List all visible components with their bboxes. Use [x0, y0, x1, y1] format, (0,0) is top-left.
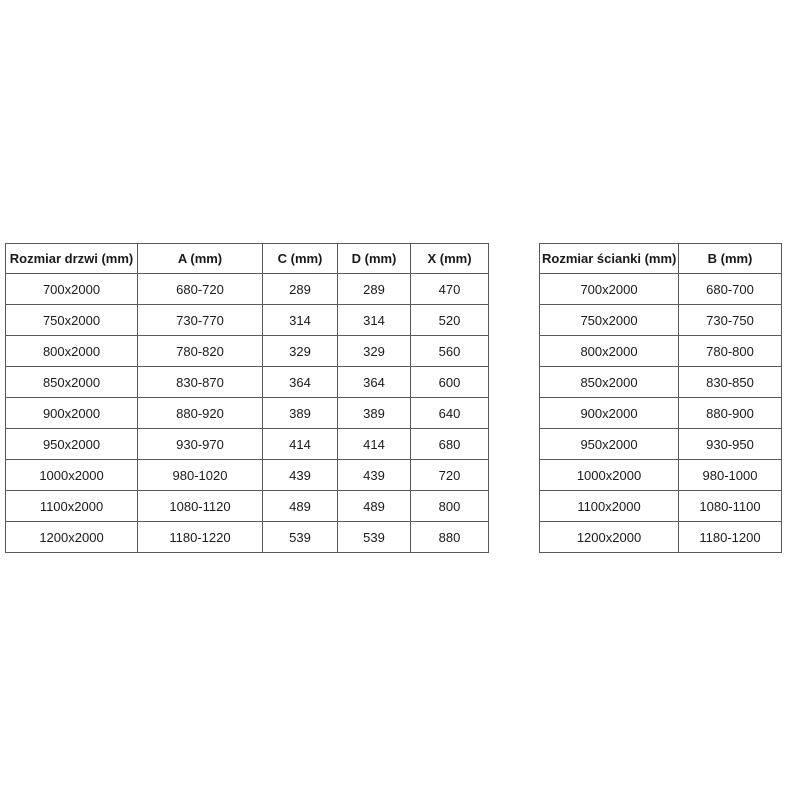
- table-cell: 414: [337, 428, 411, 460]
- table-cell: 414: [262, 428, 338, 460]
- table-cell: 439: [337, 459, 411, 491]
- table-cell: 489: [337, 490, 411, 522]
- table-cell: 700x2000: [539, 273, 679, 305]
- table-cell: 314: [337, 304, 411, 336]
- table-row: 750x2000 730-750: [539, 304, 782, 336]
- table-cell: 680: [410, 428, 489, 460]
- table-row: 800x2000 780-820 329 329 560: [5, 335, 489, 367]
- table-row: 950x2000 930-950: [539, 428, 782, 460]
- table-row: 750x2000 730-770 314 314 520: [5, 304, 489, 336]
- column-header: Rozmiar ścianki (mm): [539, 243, 679, 274]
- door-size-table-body: 700x2000 680-720 289 289 470 750x2000 730-770 3…: [5, 273, 489, 553]
- table-cell: 680-720: [137, 273, 263, 305]
- table-cell: 1100x2000: [5, 490, 138, 522]
- table-cell: 930-950: [678, 428, 782, 460]
- table-cell: 329: [337, 335, 411, 367]
- table-row: 700x2000 680-720 289 289 470: [5, 273, 489, 305]
- table-cell: 1180-1200: [678, 521, 782, 553]
- table-cell: 539: [262, 521, 338, 553]
- table-cell: 389: [337, 397, 411, 429]
- table-cell: 289: [262, 273, 338, 305]
- table-cell: 730-750: [678, 304, 782, 336]
- table-cell: 680-700: [678, 273, 782, 305]
- table-cell: 750x2000: [5, 304, 138, 336]
- table-row: 850x2000 830-850: [539, 366, 782, 398]
- table-row: 800x2000 780-800: [539, 335, 782, 367]
- header-row: Rozmiar ścianki (mm) B (mm): [539, 243, 782, 274]
- table-cell: 539: [337, 521, 411, 553]
- door-size-table-header: Rozmiar drzwi (mm) A (mm) C (mm) D (mm) X (m…: [5, 243, 489, 274]
- table-row: 1100x2000 1080-1100: [539, 490, 782, 522]
- table-cell: 470: [410, 273, 489, 305]
- table-row: 1000x2000 980-1000: [539, 459, 782, 491]
- table-cell: 950x2000: [539, 428, 679, 460]
- table-cell: 830-870: [137, 366, 263, 398]
- column-header: X (mm): [410, 243, 489, 274]
- table-cell: 1080-1100: [678, 490, 782, 522]
- table-row: 1000x2000 980-1020 439 439 720: [5, 459, 489, 491]
- table-cell: 1200x2000: [5, 521, 138, 553]
- table-cell: 1000x2000: [539, 459, 679, 491]
- table-row: 1200x2000 1180-1220 539 539 880: [5, 521, 489, 553]
- table-row: 900x2000 880-900: [539, 397, 782, 429]
- table-cell: 800: [410, 490, 489, 522]
- table-cell: 720: [410, 459, 489, 491]
- column-header: C (mm): [262, 243, 338, 274]
- wall-size-table-header: Rozmiar ścianki (mm) B (mm): [539, 243, 782, 274]
- table-row: 1100x2000 1080-1120 489 489 800: [5, 490, 489, 522]
- table-cell: 1200x2000: [539, 521, 679, 553]
- table-cell: 1000x2000: [5, 459, 138, 491]
- table-row: 900x2000 880-920 389 389 640: [5, 397, 489, 429]
- table-cell: 850x2000: [539, 366, 679, 398]
- table-cell: 520: [410, 304, 489, 336]
- table-cell: 700x2000: [5, 273, 138, 305]
- table-row: 950x2000 930-970 414 414 680: [5, 428, 489, 460]
- table-cell: 900x2000: [5, 397, 138, 429]
- column-header: D (mm): [337, 243, 411, 274]
- table-cell: 640: [410, 397, 489, 429]
- table-cell: 980-1000: [678, 459, 782, 491]
- table-cell: 600: [410, 366, 489, 398]
- table-cell: 439: [262, 459, 338, 491]
- table-cell: 880-920: [137, 397, 263, 429]
- wall-size-table: Rozmiar ścianki (mm) B (mm) 700x2000 680-7…: [539, 243, 782, 553]
- table-cell: 800x2000: [539, 335, 679, 367]
- door-size-table: Rozmiar drzwi (mm) A (mm) C (mm) D (mm) X (m…: [5, 243, 489, 553]
- table-cell: 800x2000: [5, 335, 138, 367]
- header-row: Rozmiar drzwi (mm) A (mm) C (mm) D (mm) X (m…: [5, 243, 489, 274]
- table-row: 1200x2000 1180-1200: [539, 521, 782, 553]
- table-cell: 1080-1120: [137, 490, 263, 522]
- table-cell: 1180-1220: [137, 521, 263, 553]
- wall-size-table-body: 700x2000 680-700 750x2000 730-750 800x2000 78…: [539, 273, 782, 553]
- table-row: 700x2000 680-700: [539, 273, 782, 305]
- table-cell: 289: [337, 273, 411, 305]
- table-cell: 900x2000: [539, 397, 679, 429]
- table-cell: 489: [262, 490, 338, 522]
- table-cell: 389: [262, 397, 338, 429]
- table-cell: 980-1020: [137, 459, 263, 491]
- table-cell: 750x2000: [539, 304, 679, 336]
- table-cell: 1100x2000: [539, 490, 679, 522]
- table-cell: 880: [410, 521, 489, 553]
- table-cell: 560: [410, 335, 489, 367]
- column-header: B (mm): [678, 243, 782, 274]
- table-cell: 850x2000: [5, 366, 138, 398]
- table-row: 850x2000 830-870 364 364 600: [5, 366, 489, 398]
- table-cell: 364: [337, 366, 411, 398]
- table-cell: 314: [262, 304, 338, 336]
- column-header: A (mm): [137, 243, 263, 274]
- table-cell: 329: [262, 335, 338, 367]
- table-cell: 880-900: [678, 397, 782, 429]
- table-cell: 950x2000: [5, 428, 138, 460]
- table-cell: 730-770: [137, 304, 263, 336]
- table-cell: 930-970: [137, 428, 263, 460]
- table-cell: 830-850: [678, 366, 782, 398]
- column-header: Rozmiar drzwi (mm): [5, 243, 138, 274]
- table-cell: 780-820: [137, 335, 263, 367]
- table-cell: 364: [262, 366, 338, 398]
- table-cell: 780-800: [678, 335, 782, 367]
